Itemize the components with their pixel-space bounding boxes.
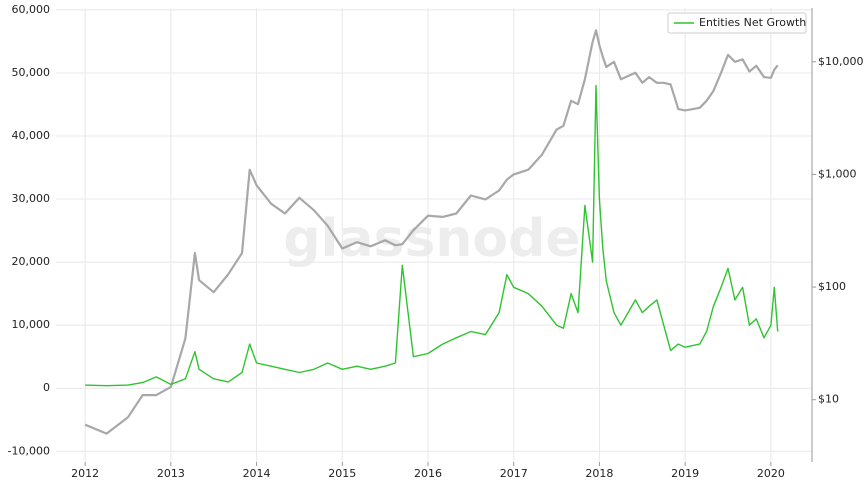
x-tick-label: 2020	[757, 467, 785, 480]
y2-tick-label: $10	[818, 393, 839, 406]
y-tick-label: 20,000	[12, 255, 51, 268]
y-tick-label: 40,000	[12, 129, 51, 142]
series-line	[85, 84, 779, 387]
y-tick-label: -10,000	[8, 444, 50, 457]
x-tick-label: 2018	[585, 467, 613, 480]
y-tick-label: 10,000	[12, 318, 51, 331]
x-tick-label: 2015	[328, 467, 356, 480]
y-tick-label: 0	[43, 381, 50, 394]
x-tick-label: 2014	[243, 467, 271, 480]
x-tick-label: 2016	[414, 467, 442, 480]
y2-tick-label: $10,000	[818, 55, 864, 68]
legend: Entities Net Growth	[667, 12, 807, 34]
y-tick-label: 50,000	[12, 66, 51, 79]
y-tick-label: 60,000	[12, 3, 51, 16]
x-tick-label: 2012	[71, 467, 99, 480]
plot-area	[56, 8, 812, 462]
watermark: glassnode	[283, 209, 580, 269]
x-tick-label: 2017	[500, 467, 528, 480]
y2-tick-label: $1,000	[818, 167, 857, 180]
x-tick-label: 2019	[671, 467, 699, 480]
y2-tick-label: $100	[818, 280, 846, 293]
legend-label: Entities Net Growth	[699, 16, 806, 29]
legend-box	[667, 12, 807, 34]
x-tick-label: 2013	[157, 467, 185, 480]
series-line	[84, 29, 779, 435]
y-tick-label: 30,000	[12, 192, 51, 205]
